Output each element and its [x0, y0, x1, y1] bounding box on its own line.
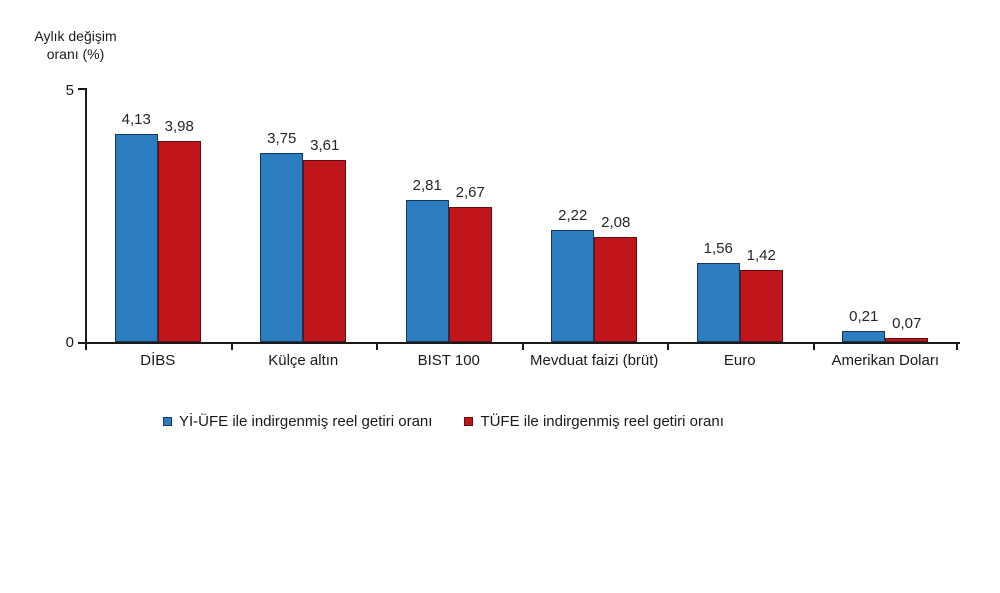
bar-series2-3 — [448, 207, 492, 342]
legend-item-2: TÜFE ile indirgenmiş reel getiri oranı — [464, 413, 724, 430]
x-axis-label-1: DİBS — [140, 352, 176, 369]
x-axis-label-5: Euro — [723, 352, 756, 369]
bar-value-label: 1,42 — [746, 247, 776, 264]
bar-value-label: 2,67 — [455, 184, 485, 201]
bar-value-label: 4,13 — [121, 111, 151, 128]
x-tick-mark — [667, 344, 669, 350]
bar-series1-4 — [551, 230, 595, 342]
legend: Yİ-ÜFE ile indirgenmiş reel getiri oranı… — [163, 413, 724, 430]
legend-label-1: Yİ-ÜFE ile indirgenmiş reel getiri oranı — [179, 413, 433, 430]
y-tick-label-min: 0 — [65, 334, 74, 351]
y-tick-mark-min — [78, 342, 85, 344]
bar-value-label: 2,08 — [601, 214, 631, 231]
x-axis-label-4: Mevduat faizi (brüt) — [530, 352, 659, 369]
y-axis-title: Aylık değişim oranı (%) — [18, 27, 133, 63]
x-tick-mark — [85, 344, 87, 350]
bar-value-label: 3,98 — [164, 118, 194, 135]
x-axis-label-2: Külçe altın — [268, 352, 339, 369]
legend-swatch-icon — [163, 417, 172, 426]
bar-value-label: 3,75 — [267, 130, 297, 147]
bar-series1-5 — [696, 263, 740, 342]
y-tick-label-max: 5 — [65, 82, 74, 99]
bar-value-label: 1,56 — [703, 240, 733, 257]
x-axis-label-3: BIST 100 — [417, 352, 480, 369]
legend-label-2: TÜFE ile indirgenmiş reel getiri oranı — [480, 413, 724, 430]
y-tick-mark-max — [78, 88, 85, 90]
bar-series2-4 — [594, 237, 638, 342]
bar-series2-1 — [157, 141, 201, 342]
x-tick-mark — [376, 344, 378, 350]
bar-value-label: 0,07 — [892, 315, 922, 332]
x-axis-label-6: Amerikan Doları — [831, 352, 940, 369]
y-axis-title-line2: oranı (%) — [46, 46, 105, 63]
legend-swatch-icon — [464, 417, 474, 426]
bar-value-label: 2,81 — [412, 177, 442, 194]
y-axis-line — [85, 88, 87, 344]
bar-series2-6 — [885, 338, 929, 342]
bar-value-label: 0,21 — [849, 308, 879, 325]
bar-series2-5 — [739, 270, 783, 342]
x-tick-mark — [813, 344, 815, 350]
x-tick-mark — [522, 344, 524, 350]
bar-series1-2 — [260, 153, 304, 342]
x-axis-line — [85, 342, 960, 344]
x-tick-mark — [956, 344, 958, 350]
y-axis-title-line1: Aylık değişim — [34, 28, 117, 44]
x-axis-labels: DİBS Külçe altın BIST 100 Mevduat faizi (br… — [85, 352, 958, 372]
bar-value-label: 3,61 — [310, 137, 340, 154]
bar-series1-1 — [114, 134, 158, 342]
plot-area: 4,13 3,98 3,75 3,61 2,81 2,67 2,22 2,08 1,56 1,42… — [85, 90, 958, 342]
bar-series1-6 — [842, 331, 886, 342]
bar-value-label: 2,22 — [558, 207, 588, 224]
bar-series1-3 — [405, 200, 449, 342]
legend-item-1: Yİ-ÜFE ile indirgenmiş reel getiri oranı — [163, 413, 432, 430]
x-tick-mark — [231, 344, 233, 350]
bar-series2-2 — [303, 160, 347, 342]
